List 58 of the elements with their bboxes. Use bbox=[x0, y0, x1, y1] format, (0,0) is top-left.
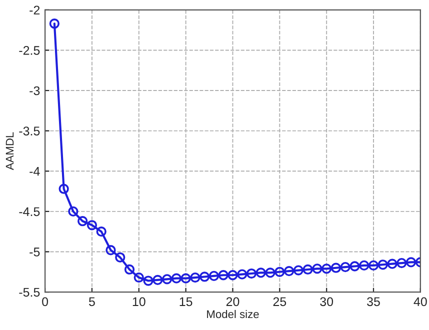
x-tick-label: 10 bbox=[132, 297, 146, 306]
point bbox=[200, 272, 210, 282]
point bbox=[68, 206, 78, 217]
point bbox=[49, 18, 60, 29]
point bbox=[58, 184, 69, 194]
point bbox=[350, 261, 360, 272]
x-tick-label: 15 bbox=[180, 297, 192, 306]
point bbox=[134, 272, 144, 283]
point bbox=[237, 269, 248, 280]
point bbox=[162, 274, 172, 284]
point bbox=[208, 270, 220, 281]
x-tick-label: 25 bbox=[273, 297, 286, 306]
y-tick-label: -4 bbox=[30, 167, 40, 176]
point bbox=[330, 262, 342, 273]
point bbox=[96, 226, 106, 237]
point bbox=[406, 257, 416, 268]
x-tick-label: 35 bbox=[367, 297, 380, 306]
point bbox=[396, 258, 407, 268]
point bbox=[124, 264, 135, 275]
point bbox=[312, 264, 322, 274]
point bbox=[359, 260, 370, 271]
point bbox=[106, 245, 116, 256]
x-tick-label: 5 bbox=[88, 297, 95, 306]
point bbox=[378, 260, 388, 270]
point bbox=[387, 258, 398, 269]
x-axis-title: Model size bbox=[207, 310, 259, 318]
point bbox=[115, 252, 126, 262]
point bbox=[256, 268, 266, 278]
point bbox=[218, 270, 228, 280]
x-tick-label: 40 bbox=[414, 297, 427, 306]
point bbox=[190, 272, 200, 283]
y-tick-label: -3 bbox=[30, 86, 40, 96]
point bbox=[171, 273, 182, 284]
y-tick-label: -3.5 bbox=[19, 126, 40, 136]
point bbox=[302, 264, 313, 275]
point bbox=[265, 268, 276, 278]
y-axis-title: AAMDL bbox=[6, 132, 14, 170]
point bbox=[322, 264, 332, 274]
point bbox=[284, 266, 294, 276]
point bbox=[340, 262, 350, 272]
point bbox=[86, 220, 98, 230]
y-tick-label: -2.5 bbox=[19, 46, 40, 55]
point bbox=[274, 266, 285, 277]
point bbox=[293, 265, 304, 276]
y-tick-label: -5.5 bbox=[19, 288, 40, 297]
point bbox=[143, 276, 154, 286]
y-tick-label: -4.5 bbox=[19, 207, 40, 216]
point bbox=[228, 270, 238, 280]
x-tick-label: 30 bbox=[320, 297, 334, 306]
x-tick-label: 0 bbox=[42, 297, 48, 306]
point bbox=[180, 273, 191, 284]
point bbox=[78, 216, 88, 226]
point bbox=[368, 260, 379, 271]
y-tick-label: -2 bbox=[30, 6, 40, 14]
x-tick-label: 20 bbox=[226, 297, 240, 306]
point bbox=[246, 268, 257, 279]
y-tick-label: -5 bbox=[30, 248, 40, 256]
point bbox=[152, 274, 163, 286]
